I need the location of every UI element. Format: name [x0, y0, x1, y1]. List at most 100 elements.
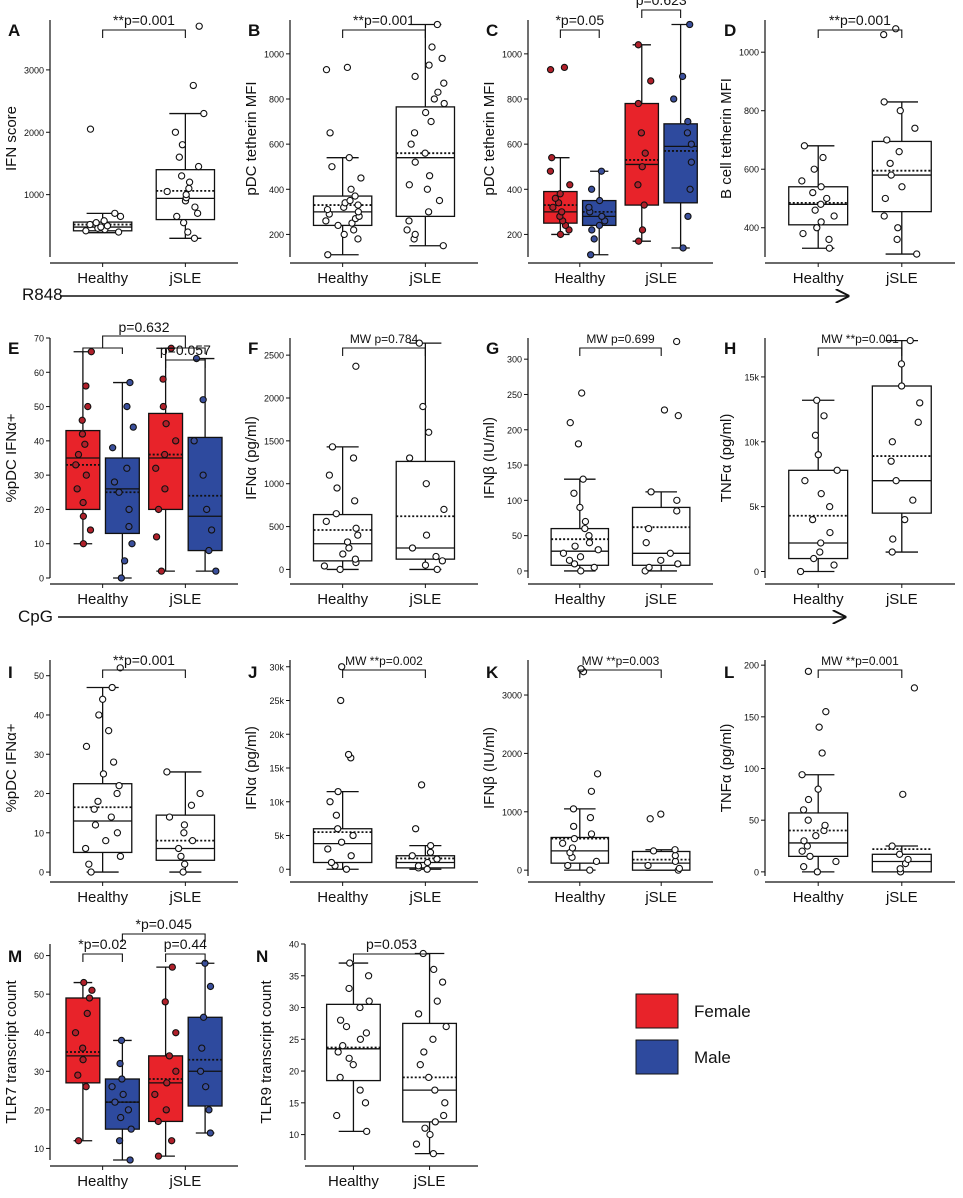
- box-female: [148, 344, 184, 575]
- data-point: [324, 845, 332, 853]
- y-tick-label: 1000: [739, 48, 759, 58]
- data-point: [354, 208, 363, 216]
- data-point: [673, 507, 681, 515]
- data-point: [590, 563, 598, 572]
- data-point: [82, 227, 90, 235]
- data-point: [414, 862, 423, 870]
- data-point: [129, 423, 137, 431]
- data-point: [180, 821, 189, 829]
- x-tick-label: Healthy: [317, 591, 368, 608]
- data-point: [887, 457, 895, 465]
- data-point: [687, 140, 696, 148]
- data-point: [332, 510, 340, 518]
- box-neutral: [312, 362, 373, 574]
- data-point: [363, 1127, 371, 1136]
- data-point: [81, 844, 90, 853]
- data-point: [123, 402, 131, 411]
- data-point: [198, 1044, 206, 1052]
- data-point: [587, 251, 595, 259]
- data-point: [684, 212, 692, 221]
- data-point: [178, 141, 187, 149]
- box-female: [543, 63, 578, 239]
- data-point: [103, 222, 112, 230]
- data-point: [439, 242, 447, 250]
- data-point: [899, 790, 907, 799]
- data-point: [326, 798, 334, 806]
- data-point: [322, 217, 330, 225]
- y-tick-label: 800: [744, 106, 759, 116]
- data-point: [419, 402, 427, 411]
- data-point: [163, 1079, 171, 1087]
- data-point: [151, 1090, 159, 1099]
- y-axis-label: TLR7 transcript count: [3, 979, 20, 1123]
- data-point: [207, 526, 216, 534]
- bracket-line: [102, 29, 186, 38]
- data-point: [434, 88, 442, 96]
- significance-bracket: p=0.623: [636, 0, 687, 18]
- data-point: [566, 419, 574, 427]
- y-tick-label: 600: [744, 165, 759, 175]
- y-tick-label: 25k: [269, 696, 284, 706]
- y-axis-label: %pDC IFNα+: [3, 413, 20, 502]
- data-point: [586, 866, 594, 874]
- data-point: [660, 406, 669, 414]
- p-value-label: *p=0.05: [555, 12, 604, 28]
- y-axis-label: IFN score: [3, 106, 20, 171]
- significance-bracket: MW **p=0.002: [342, 654, 426, 678]
- panel-letter: G: [486, 339, 499, 358]
- data-point: [74, 450, 83, 459]
- data-point: [892, 25, 900, 33]
- p-value-label: MW p=0.784: [350, 332, 419, 346]
- y-tick-label: 15k: [269, 764, 284, 774]
- data-point: [889, 535, 897, 543]
- panel-n: N 10 15 20 25 30 35 40 TLR9 transcript count Heal…: [256, 936, 478, 1190]
- y-tick-label: 10k: [269, 797, 284, 807]
- x-tick-label: Healthy: [317, 270, 368, 287]
- box-iqr: [65, 997, 101, 1084]
- data-point: [125, 522, 133, 531]
- data-point: [687, 158, 696, 166]
- data-point: [333, 484, 341, 492]
- x-tick-label: jSLE: [169, 889, 202, 906]
- box-iqr: [104, 457, 140, 535]
- data-point: [73, 485, 81, 493]
- p-value-label: MW **p=0.001: [821, 654, 899, 668]
- significance-bracket: **p=0.001: [102, 652, 186, 678]
- data-point: [833, 466, 841, 474]
- data-point: [362, 1029, 371, 1037]
- y-tick-label: 1000: [264, 49, 284, 59]
- panel-letter: H: [724, 339, 736, 358]
- data-point: [798, 177, 806, 185]
- y-tick-label: 5k: [749, 502, 759, 512]
- data-point: [895, 850, 904, 858]
- p-value-label: MW **p=0.003: [582, 654, 660, 668]
- data-point: [327, 858, 336, 867]
- data-point: [570, 560, 579, 568]
- data-point: [347, 852, 355, 860]
- data-point: [125, 505, 133, 514]
- data-point: [888, 438, 897, 446]
- data-point: [904, 855, 912, 864]
- data-point: [185, 178, 194, 186]
- data-point: [117, 574, 126, 582]
- p-value-label: p=0.053: [366, 936, 417, 952]
- data-point: [826, 528, 834, 537]
- data-point: [113, 829, 122, 837]
- data-point: [556, 230, 565, 239]
- bracket-line: [165, 359, 206, 368]
- data-point: [674, 560, 682, 568]
- box-female: [148, 963, 184, 1160]
- data-point: [85, 860, 93, 868]
- data-point: [888, 842, 896, 850]
- data-point: [163, 768, 171, 776]
- data-point: [325, 471, 334, 479]
- y-tick-label: 40: [34, 710, 44, 720]
- data-point: [113, 789, 121, 798]
- panel-letter: E: [8, 339, 19, 358]
- data-point: [172, 1029, 180, 1037]
- significance-bracket: MW **p=0.001: [817, 654, 903, 678]
- cpg-label: CpG: [18, 607, 53, 626]
- data-point: [345, 154, 353, 162]
- data-point: [634, 237, 643, 245]
- y-tick-label: 1000: [264, 479, 284, 489]
